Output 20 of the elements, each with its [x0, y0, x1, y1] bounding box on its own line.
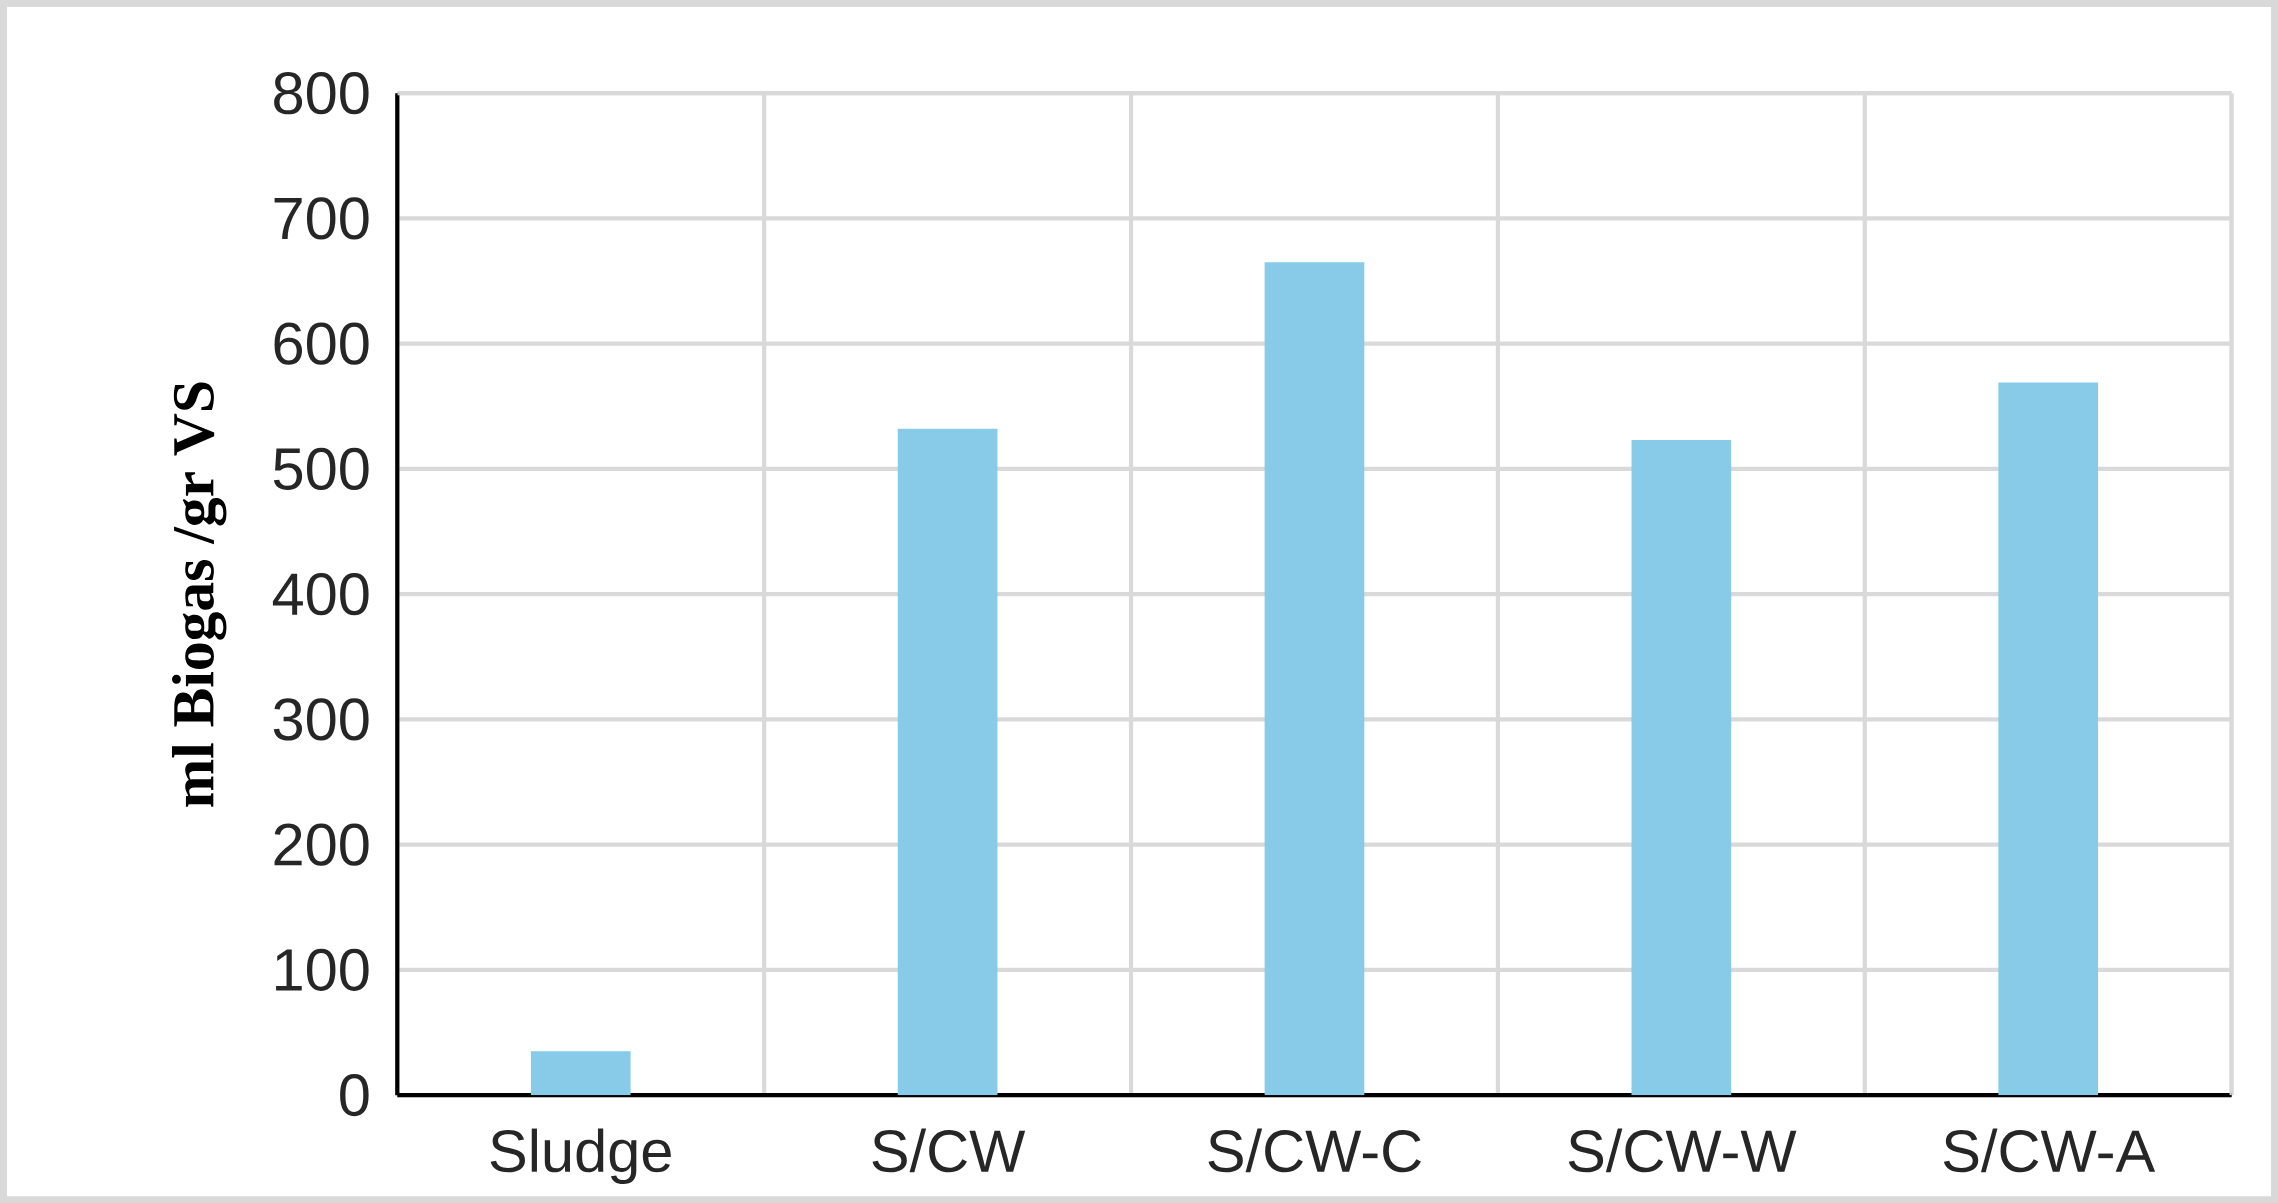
y-tick-label: 800: [274, 71, 369, 115]
y-tick-label: 500: [273, 447, 369, 490]
bar: [1631, 439, 1732, 1095]
x-tick-label: S/CW-W: [1568, 1128, 1797, 1173]
y-tick-label: 0: [340, 1073, 369, 1117]
x-tick-label: Sludge: [490, 1128, 671, 1184]
bar: [1998, 382, 2099, 1095]
x-tick-label: S/CW-A: [1943, 1128, 2156, 1173]
x-tick-label: S/CW-C: [1208, 1128, 1421, 1173]
bar: [530, 1051, 631, 1095]
y-tick-label: 600: [274, 322, 369, 365]
bar: [1264, 262, 1365, 1095]
y-tick-label: 100: [276, 948, 369, 991]
y-tick-label: 400: [272, 572, 369, 616]
bar: [897, 428, 998, 1095]
y-axis-title: ml Biogas /gr VS: [171, 382, 227, 807]
y-tick-label: 700: [274, 197, 369, 240]
y-tick-label: 300: [273, 698, 369, 741]
x-tick-label: S/CW: [872, 1128, 1026, 1173]
y-tick-label: 200: [274, 823, 369, 866]
